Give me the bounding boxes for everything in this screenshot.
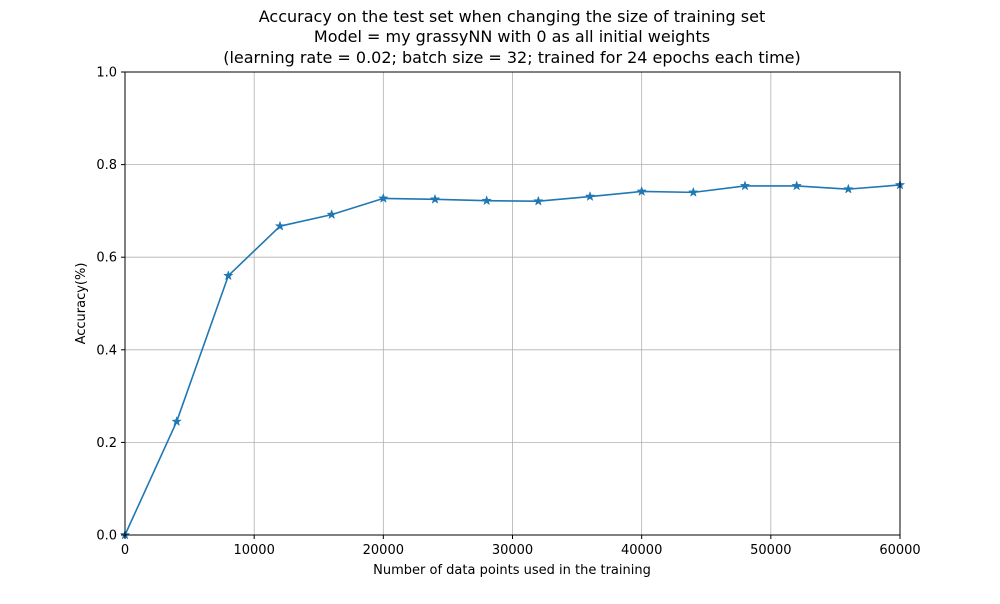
y-axis-label: Accuracy(%) bbox=[74, 263, 89, 345]
data-point-marker bbox=[688, 186, 699, 197]
x-tick-label: 0 bbox=[121, 543, 129, 558]
axis-ticks: 0 10000 20000 30000 40000 50000 60000 0.0 0.2 0.4… bbox=[96, 66, 920, 559]
x-tick-label: 20000 bbox=[363, 543, 404, 558]
y-tick-label: 0.6 bbox=[96, 251, 117, 266]
data-series bbox=[119, 179, 906, 540]
y-tick-label: 0.8 bbox=[96, 158, 117, 173]
grid-lines bbox=[124, 71, 901, 536]
y-tick-label: 0.4 bbox=[96, 343, 117, 358]
data-point-marker bbox=[326, 209, 337, 220]
y-tick-label: 0.2 bbox=[96, 436, 117, 451]
data-point-marker bbox=[843, 183, 854, 194]
chart-title: Accuracy on the test set when changing t… bbox=[223, 7, 801, 67]
y-tick-label: 1.0 bbox=[96, 66, 117, 81]
data-point-marker bbox=[481, 195, 492, 206]
series-line bbox=[124, 184, 901, 536]
chart-title-line-1: Accuracy on the test set when changing t… bbox=[259, 7, 766, 26]
x-tick-label: 50000 bbox=[750, 543, 791, 558]
x-axis-label: Number of data points used in the traini… bbox=[373, 563, 651, 578]
data-point-marker bbox=[223, 270, 234, 281]
x-tick-label: 30000 bbox=[492, 543, 533, 558]
data-point-marker bbox=[171, 415, 182, 427]
data-point-marker bbox=[584, 190, 596, 202]
data-point-marker bbox=[429, 193, 441, 204]
y-tick-label: 0.0 bbox=[96, 529, 117, 544]
x-tick-label: 60000 bbox=[879, 543, 920, 558]
chart-title-line-3: (learning rate = 0.02; batch size = 32; … bbox=[223, 48, 801, 67]
data-point-marker bbox=[274, 220, 286, 231]
data-point-marker bbox=[533, 195, 544, 206]
data-point-marker bbox=[739, 180, 751, 191]
data-point-marker bbox=[378, 192, 389, 203]
data-point-marker bbox=[636, 185, 647, 196]
chart-title-line-2: Model = my grassyNN with 0 as all initia… bbox=[314, 27, 710, 46]
x-tick-label: 40000 bbox=[621, 543, 662, 558]
x-tick-label: 10000 bbox=[233, 543, 274, 558]
data-point-marker bbox=[791, 180, 802, 191]
